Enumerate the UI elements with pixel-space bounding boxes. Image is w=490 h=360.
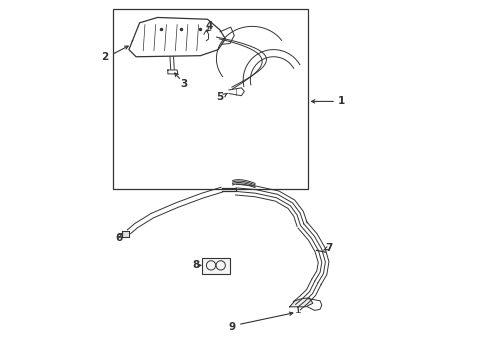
Text: 4: 4 — [206, 21, 213, 31]
Polygon shape — [290, 298, 313, 307]
Text: 3: 3 — [181, 78, 188, 89]
Text: 5: 5 — [217, 92, 223, 102]
Bar — [202, 257, 230, 274]
Text: 6: 6 — [116, 233, 123, 243]
Text: 9: 9 — [228, 322, 235, 332]
Text: 8: 8 — [193, 260, 200, 270]
Text: 1: 1 — [338, 96, 345, 107]
Text: 2: 2 — [101, 52, 109, 62]
Text: 7: 7 — [325, 243, 333, 253]
Bar — [113, 9, 308, 189]
